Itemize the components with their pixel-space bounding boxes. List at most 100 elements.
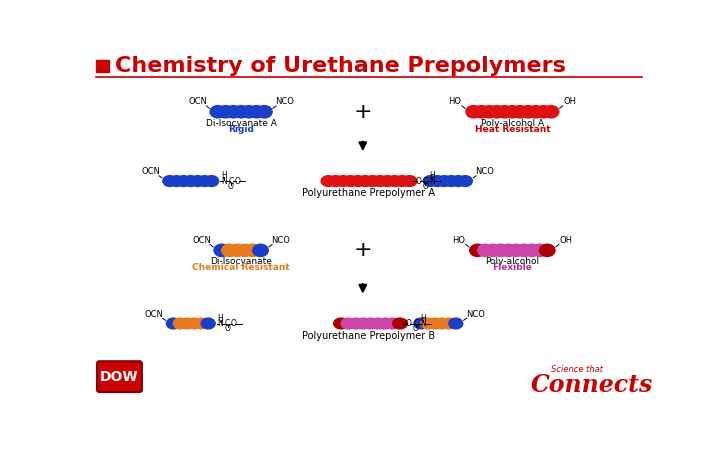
Ellipse shape	[194, 318, 208, 329]
Text: O: O	[415, 176, 421, 185]
Ellipse shape	[170, 176, 184, 186]
Ellipse shape	[414, 318, 428, 329]
Ellipse shape	[348, 318, 363, 329]
Text: H: H	[430, 171, 435, 180]
Ellipse shape	[392, 318, 408, 329]
Ellipse shape	[245, 244, 261, 256]
Ellipse shape	[238, 244, 253, 256]
Text: OH: OH	[563, 97, 576, 106]
Ellipse shape	[222, 244, 238, 256]
Text: DOW: DOW	[100, 369, 139, 384]
Ellipse shape	[387, 176, 402, 186]
Text: OH: OH	[559, 236, 572, 245]
Ellipse shape	[451, 176, 465, 186]
Text: O: O	[406, 319, 412, 328]
Ellipse shape	[184, 176, 198, 186]
Ellipse shape	[328, 176, 343, 186]
Ellipse shape	[520, 106, 536, 118]
Text: Poly-alcohol A: Poly-alcohol A	[481, 119, 544, 128]
Ellipse shape	[505, 106, 520, 118]
Text: N: N	[430, 176, 435, 185]
Bar	[96, 60, 109, 72]
Ellipse shape	[187, 318, 201, 329]
Ellipse shape	[163, 176, 177, 186]
Ellipse shape	[356, 318, 371, 329]
Ellipse shape	[198, 176, 212, 186]
Ellipse shape	[256, 106, 272, 118]
Text: N: N	[420, 319, 426, 328]
Ellipse shape	[544, 106, 559, 118]
Text: O: O	[234, 176, 240, 185]
Text: +: +	[354, 102, 372, 122]
Ellipse shape	[358, 176, 373, 186]
Ellipse shape	[536, 106, 551, 118]
Text: NCO: NCO	[475, 167, 494, 176]
Ellipse shape	[500, 244, 516, 256]
Text: Science that: Science that	[551, 365, 603, 374]
Ellipse shape	[508, 244, 524, 256]
Ellipse shape	[532, 244, 547, 256]
Text: Poly-alcohol: Poly-alcohol	[485, 257, 539, 266]
Ellipse shape	[477, 244, 493, 256]
Text: N: N	[217, 319, 223, 328]
Ellipse shape	[493, 244, 508, 256]
Ellipse shape	[516, 244, 532, 256]
Ellipse shape	[539, 244, 555, 256]
Text: Di-Isocyanate: Di-Isocyanate	[210, 257, 272, 266]
Ellipse shape	[341, 318, 356, 329]
Ellipse shape	[373, 176, 387, 186]
Text: Connects: Connects	[531, 373, 653, 397]
Ellipse shape	[385, 318, 400, 329]
Ellipse shape	[230, 244, 245, 256]
Ellipse shape	[378, 318, 392, 329]
Text: NCO: NCO	[275, 97, 294, 106]
Ellipse shape	[363, 318, 378, 329]
Ellipse shape	[528, 106, 544, 118]
Ellipse shape	[474, 106, 489, 118]
Ellipse shape	[437, 176, 451, 186]
Text: Rigid: Rigid	[228, 125, 254, 134]
Text: Polyurethane Prepolymer A: Polyurethane Prepolymer A	[302, 189, 436, 198]
Ellipse shape	[177, 176, 191, 186]
Ellipse shape	[249, 106, 264, 118]
Ellipse shape	[351, 176, 365, 186]
Ellipse shape	[241, 106, 256, 118]
Text: O: O	[423, 182, 428, 191]
Ellipse shape	[371, 318, 385, 329]
Ellipse shape	[466, 106, 482, 118]
Ellipse shape	[513, 106, 528, 118]
Text: O: O	[228, 182, 234, 191]
Text: O: O	[413, 324, 419, 333]
Ellipse shape	[321, 176, 336, 186]
Ellipse shape	[423, 176, 437, 186]
Ellipse shape	[428, 318, 442, 329]
FancyBboxPatch shape	[97, 361, 142, 392]
Text: HO: HO	[449, 97, 462, 106]
Ellipse shape	[180, 318, 194, 329]
Ellipse shape	[174, 318, 187, 329]
Text: OCN: OCN	[192, 236, 211, 245]
Text: C: C	[413, 319, 418, 328]
Ellipse shape	[402, 176, 417, 186]
Ellipse shape	[218, 106, 233, 118]
Text: OCN: OCN	[145, 310, 163, 319]
Ellipse shape	[191, 176, 204, 186]
Text: C: C	[228, 176, 234, 185]
Ellipse shape	[524, 244, 539, 256]
Text: H: H	[221, 171, 227, 180]
Ellipse shape	[497, 106, 513, 118]
Ellipse shape	[365, 176, 380, 186]
Ellipse shape	[482, 106, 497, 118]
Text: Di-Isocyanate A: Di-Isocyanate A	[206, 119, 276, 128]
Text: Heat Resistant: Heat Resistant	[474, 125, 550, 134]
Text: Flexible: Flexible	[492, 263, 532, 272]
Ellipse shape	[489, 106, 505, 118]
Ellipse shape	[253, 244, 269, 256]
Ellipse shape	[485, 244, 500, 256]
Ellipse shape	[225, 106, 241, 118]
Text: O: O	[225, 324, 230, 333]
Text: Chemical Resistant: Chemical Resistant	[192, 263, 290, 272]
Ellipse shape	[435, 318, 449, 329]
Ellipse shape	[380, 176, 395, 186]
Ellipse shape	[444, 176, 459, 186]
